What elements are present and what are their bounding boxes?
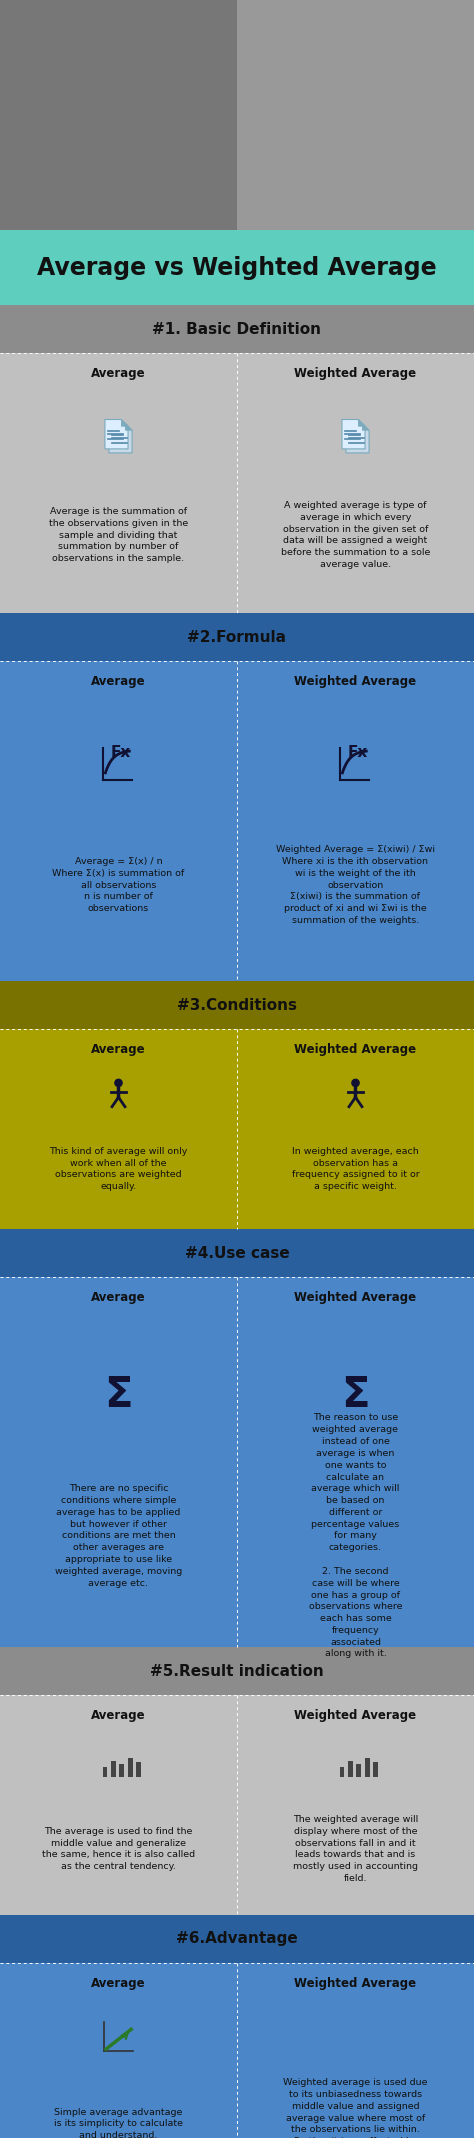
Text: A weighted average is type of
average in which every
observation in the given se: A weighted average is type of average in… [281, 500, 430, 569]
Text: The average is used to find the
middle value and generalize
the same, hence it i: The average is used to find the middle v… [42, 1826, 195, 1871]
Text: Average: Average [91, 1291, 146, 1304]
Text: Average: Average [91, 1043, 146, 1056]
Bar [111, 1762, 116, 1777]
Bar [0, 1963, 474, 2138]
Text: Average: Average [91, 1708, 146, 1721]
Text: #2.Formula: #2.Formula [188, 629, 286, 644]
Bar [0, 981, 474, 1028]
Polygon shape [121, 419, 128, 425]
Text: Weighted Average: Weighted Average [294, 1708, 417, 1721]
Text: Fx: Fx [110, 744, 131, 759]
Bar [0, 661, 474, 981]
Text: Σ: Σ [104, 1375, 133, 1415]
Bar [0, 1276, 474, 1646]
Bar [0, 353, 474, 614]
Bar [0, 0, 474, 231]
Polygon shape [105, 419, 128, 449]
Text: Average vs Weighted Average: Average vs Weighted Average [37, 257, 437, 280]
Text: Average = Σ(x) / n
Where Σ(x) is summation of
all observations
n is number of
ob: Average = Σ(x) / n Where Σ(x) is summati… [52, 857, 185, 913]
Bar [0, 0, 237, 231]
Polygon shape [362, 423, 369, 430]
Text: #4.Use case: #4.Use case [185, 1246, 289, 1261]
Text: The reason to use
weighted average
instead of one
average is when
one wants to
c: The reason to use weighted average inste… [309, 1413, 402, 1659]
Bar [365, 1757, 370, 1777]
Text: Weighted Average: Weighted Average [294, 673, 417, 688]
Bar [0, 231, 474, 306]
Text: #6.Advantage: #6.Advantage [176, 1931, 298, 1946]
Polygon shape [125, 423, 132, 430]
Bar [102, 1768, 108, 1777]
Text: Fx: Fx [347, 744, 368, 759]
Text: Average: Average [91, 673, 146, 688]
Bar [136, 1762, 141, 1777]
Text: #1. Basic Definition: #1. Basic Definition [153, 321, 321, 336]
Text: #5.Result indication: #5.Result indication [150, 1663, 324, 1678]
Bar [0, 1028, 474, 1229]
Text: In weighted average, each
observation has a
frequency assigned to it or
a specif: In weighted average, each observation ha… [292, 1146, 419, 1191]
Bar [0, 614, 474, 661]
Polygon shape [358, 419, 365, 425]
Text: There are no specific
conditions where simple
average has to be applied
but howe: There are no specific conditions where s… [55, 1484, 182, 1589]
Bar [373, 1762, 378, 1777]
Polygon shape [109, 423, 132, 453]
Bar [356, 1764, 361, 1777]
Bar [0, 1646, 474, 1695]
Text: Weighted average is used due
to its unbiasedness towards
middle value and assign: Weighted average is used due to its unbi… [283, 2078, 428, 2138]
Text: Weighted Average: Weighted Average [294, 366, 417, 381]
Bar [0, 1695, 474, 1916]
Polygon shape [346, 423, 369, 453]
Circle shape [114, 1078, 123, 1088]
Text: #3.Conditions: #3.Conditions [177, 998, 297, 1013]
Bar [348, 1762, 353, 1777]
Text: This kind of average will only
work when all of the
observations are weighted
eq: This kind of average will only work when… [49, 1146, 188, 1191]
Text: Average is the summation of
the observations given in the
sample and dividing th: Average is the summation of the observat… [49, 507, 188, 562]
Text: Weighted Average: Weighted Average [294, 1291, 417, 1304]
Text: The weighted average will
display where most of the
observations fall in and it
: The weighted average will display where … [293, 1815, 418, 1884]
Text: Simple average advantage
is its simplicity to calculate
and understand.: Simple average advantage is its simplici… [54, 2108, 183, 2138]
Text: Weighted Average: Weighted Average [294, 1976, 417, 1990]
Bar [128, 1757, 133, 1777]
Text: Average: Average [91, 366, 146, 381]
Bar [0, 306, 474, 353]
Bar [0, 1229, 474, 1276]
Text: Average: Average [91, 1976, 146, 1990]
Text: Σ: Σ [341, 1375, 370, 1415]
Bar [0, 1916, 474, 1963]
Text: Weighted Average = Σ(xiwi) / Σwi
Where xi is the ith observation
wi is the weigh: Weighted Average = Σ(xiwi) / Σwi Where x… [276, 845, 435, 926]
Text: Weighted Average: Weighted Average [294, 1043, 417, 1056]
Bar [119, 1764, 124, 1777]
Circle shape [351, 1078, 360, 1088]
Polygon shape [342, 419, 365, 449]
Bar [339, 1768, 345, 1777]
Bar [237, 0, 474, 231]
